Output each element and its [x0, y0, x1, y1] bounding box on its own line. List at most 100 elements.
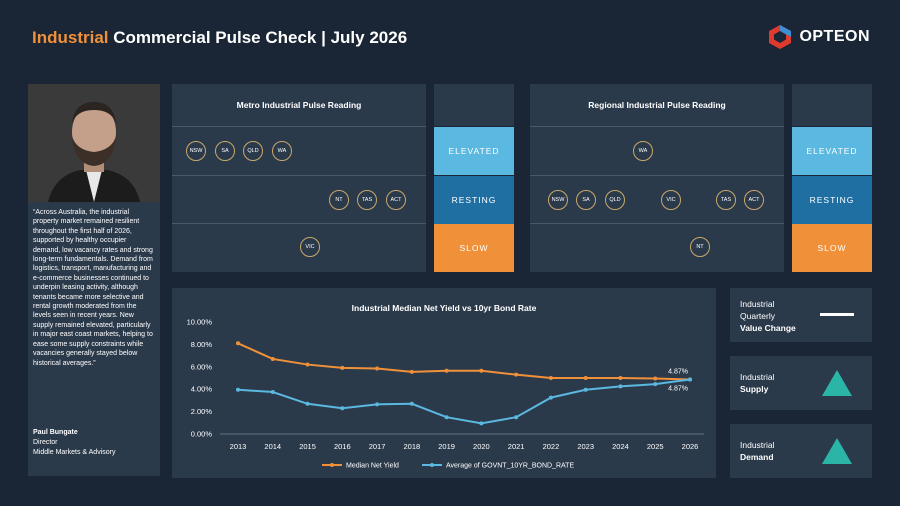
legend-label: Median Net Yield — [346, 463, 399, 470]
data-point — [444, 415, 449, 420]
regional-pulse-heading: Regional Industrial Pulse Reading — [588, 100, 726, 110]
metro-pulse-panel: Metro Industrial Pulse Reading NSW SA QL… — [172, 84, 426, 272]
series-line-1 — [237, 378, 691, 425]
state-chip-act: ACT — [386, 190, 406, 210]
x-tick-label: 2018 — [404, 442, 421, 451]
data-point — [305, 401, 310, 406]
state-chip-sa: SA — [576, 190, 596, 210]
y-tick-label: 8.00% — [191, 340, 213, 349]
director-team: Middle Markets & Advisory — [33, 449, 116, 456]
data-point — [548, 376, 553, 380]
x-tick-label: 2016 — [334, 442, 351, 451]
up-trend-icon — [822, 438, 852, 464]
legend-label: Average of GOVNT_10YR_BOND_RATE — [446, 463, 574, 470]
x-tick-label: 2020 — [473, 442, 490, 451]
x-tick-label: 2025 — [647, 442, 664, 451]
level-slow: SLOW — [434, 224, 514, 272]
state-chip-tas: TAS — [716, 190, 736, 210]
divider — [172, 175, 426, 176]
data-point — [409, 369, 414, 374]
indicator-label: Industrial Supply — [740, 372, 775, 394]
y-tick-label: 4.00% — [191, 385, 213, 394]
level-header-blank — [792, 84, 872, 126]
data-point — [375, 366, 380, 371]
director-profile: “Across Australia, the industrial proper… — [28, 84, 160, 476]
director-quote: “Across Australia, the industrial proper… — [33, 209, 153, 367]
x-tick-label: 2019 — [438, 442, 455, 451]
data-point — [653, 376, 658, 381]
divider — [172, 126, 426, 127]
director-signature: Paul Bungate Director Middle Markets & A… — [33, 428, 115, 458]
page-title: Industrial Commercial Pulse Check | July… — [32, 28, 407, 48]
state-chip-vic: VIC — [300, 237, 320, 257]
divider — [530, 126, 784, 127]
flat-trend-icon — [820, 313, 854, 316]
chart-title: Industrial Median Net Yield vs 10yr Bond… — [352, 303, 537, 313]
data-point — [548, 395, 553, 400]
state-chip-vic: VIC — [661, 190, 681, 210]
state-chip-nsw: NSW — [548, 190, 568, 210]
divider — [172, 223, 426, 224]
y-tick-label: 10.00% — [187, 318, 213, 327]
data-point — [514, 372, 519, 377]
x-tick-label: 2013 — [230, 442, 247, 451]
level-resting: RESTING — [792, 176, 872, 224]
data-point — [688, 377, 692, 382]
divider — [530, 175, 784, 176]
x-tick-label: 2022 — [543, 442, 560, 451]
level-elevated: ELEVATED — [434, 127, 514, 175]
x-tick-label: 2014 — [264, 442, 281, 451]
logo-text: OPTEON — [799, 28, 870, 45]
data-point — [270, 390, 275, 394]
x-tick-label: 2026 — [682, 442, 699, 451]
data-point — [270, 356, 275, 361]
demand-indicator: Industrial Demand — [730, 424, 872, 478]
yield-chart-panel: Industrial Median Net Yield vs 10yr Bond… — [172, 288, 716, 478]
state-chip-nt: NT — [690, 237, 710, 257]
level-slow: SLOW — [792, 224, 872, 272]
x-tick-label: 2017 — [369, 442, 386, 451]
director-role: Director — [33, 439, 58, 446]
legend-marker — [430, 463, 434, 467]
state-chip-tas: TAS — [357, 190, 377, 210]
data-point — [305, 362, 310, 367]
y-tick-label: 6.00% — [191, 362, 213, 371]
value-change-indicator: Industrial Quarterly Value Change — [730, 288, 872, 342]
title-accent: Industrial — [32, 28, 109, 47]
state-chip-sa: SA — [215, 141, 235, 161]
y-tick-label: 2.00% — [191, 407, 213, 416]
data-point — [236, 387, 240, 392]
supply-indicator: Industrial Supply — [730, 356, 872, 410]
title-rest: Commercial Pulse Check | July 2026 — [108, 28, 408, 47]
data-point — [444, 368, 449, 373]
y-tick-label: 0.00% — [191, 430, 213, 439]
state-chip-act: ACT — [744, 190, 764, 210]
end-value-label: 4.87% — [668, 385, 688, 392]
state-chip-nsw: NSW — [186, 141, 206, 161]
x-tick-label: 2015 — [299, 442, 316, 451]
data-point — [583, 376, 588, 380]
state-chip-wa: WA — [633, 141, 653, 161]
director-name: Paul Bungate — [33, 429, 78, 436]
divider — [530, 223, 784, 224]
opteon-logo: OPTEON — [767, 24, 870, 50]
state-chip-qld: QLD — [605, 190, 625, 210]
series-line-0 — [237, 342, 691, 381]
data-point — [653, 382, 658, 387]
data-point — [479, 421, 484, 426]
up-trend-icon — [822, 370, 852, 396]
indicator-label: Industrial Demand — [740, 440, 775, 462]
data-point — [618, 384, 623, 389]
data-point — [409, 401, 414, 406]
level-resting: RESTING — [434, 176, 514, 224]
data-point — [514, 415, 519, 420]
state-chip-qld: QLD — [243, 141, 263, 161]
data-point — [340, 406, 345, 411]
x-tick-label: 2024 — [612, 442, 629, 451]
data-point — [618, 376, 623, 380]
indicator-label: Industrial Quarterly Value Change — [740, 299, 796, 333]
level-elevated: ELEVATED — [792, 127, 872, 175]
state-chip-nt: NT — [329, 190, 349, 210]
data-point — [583, 387, 588, 392]
end-value-label: 4.87% — [668, 368, 688, 375]
